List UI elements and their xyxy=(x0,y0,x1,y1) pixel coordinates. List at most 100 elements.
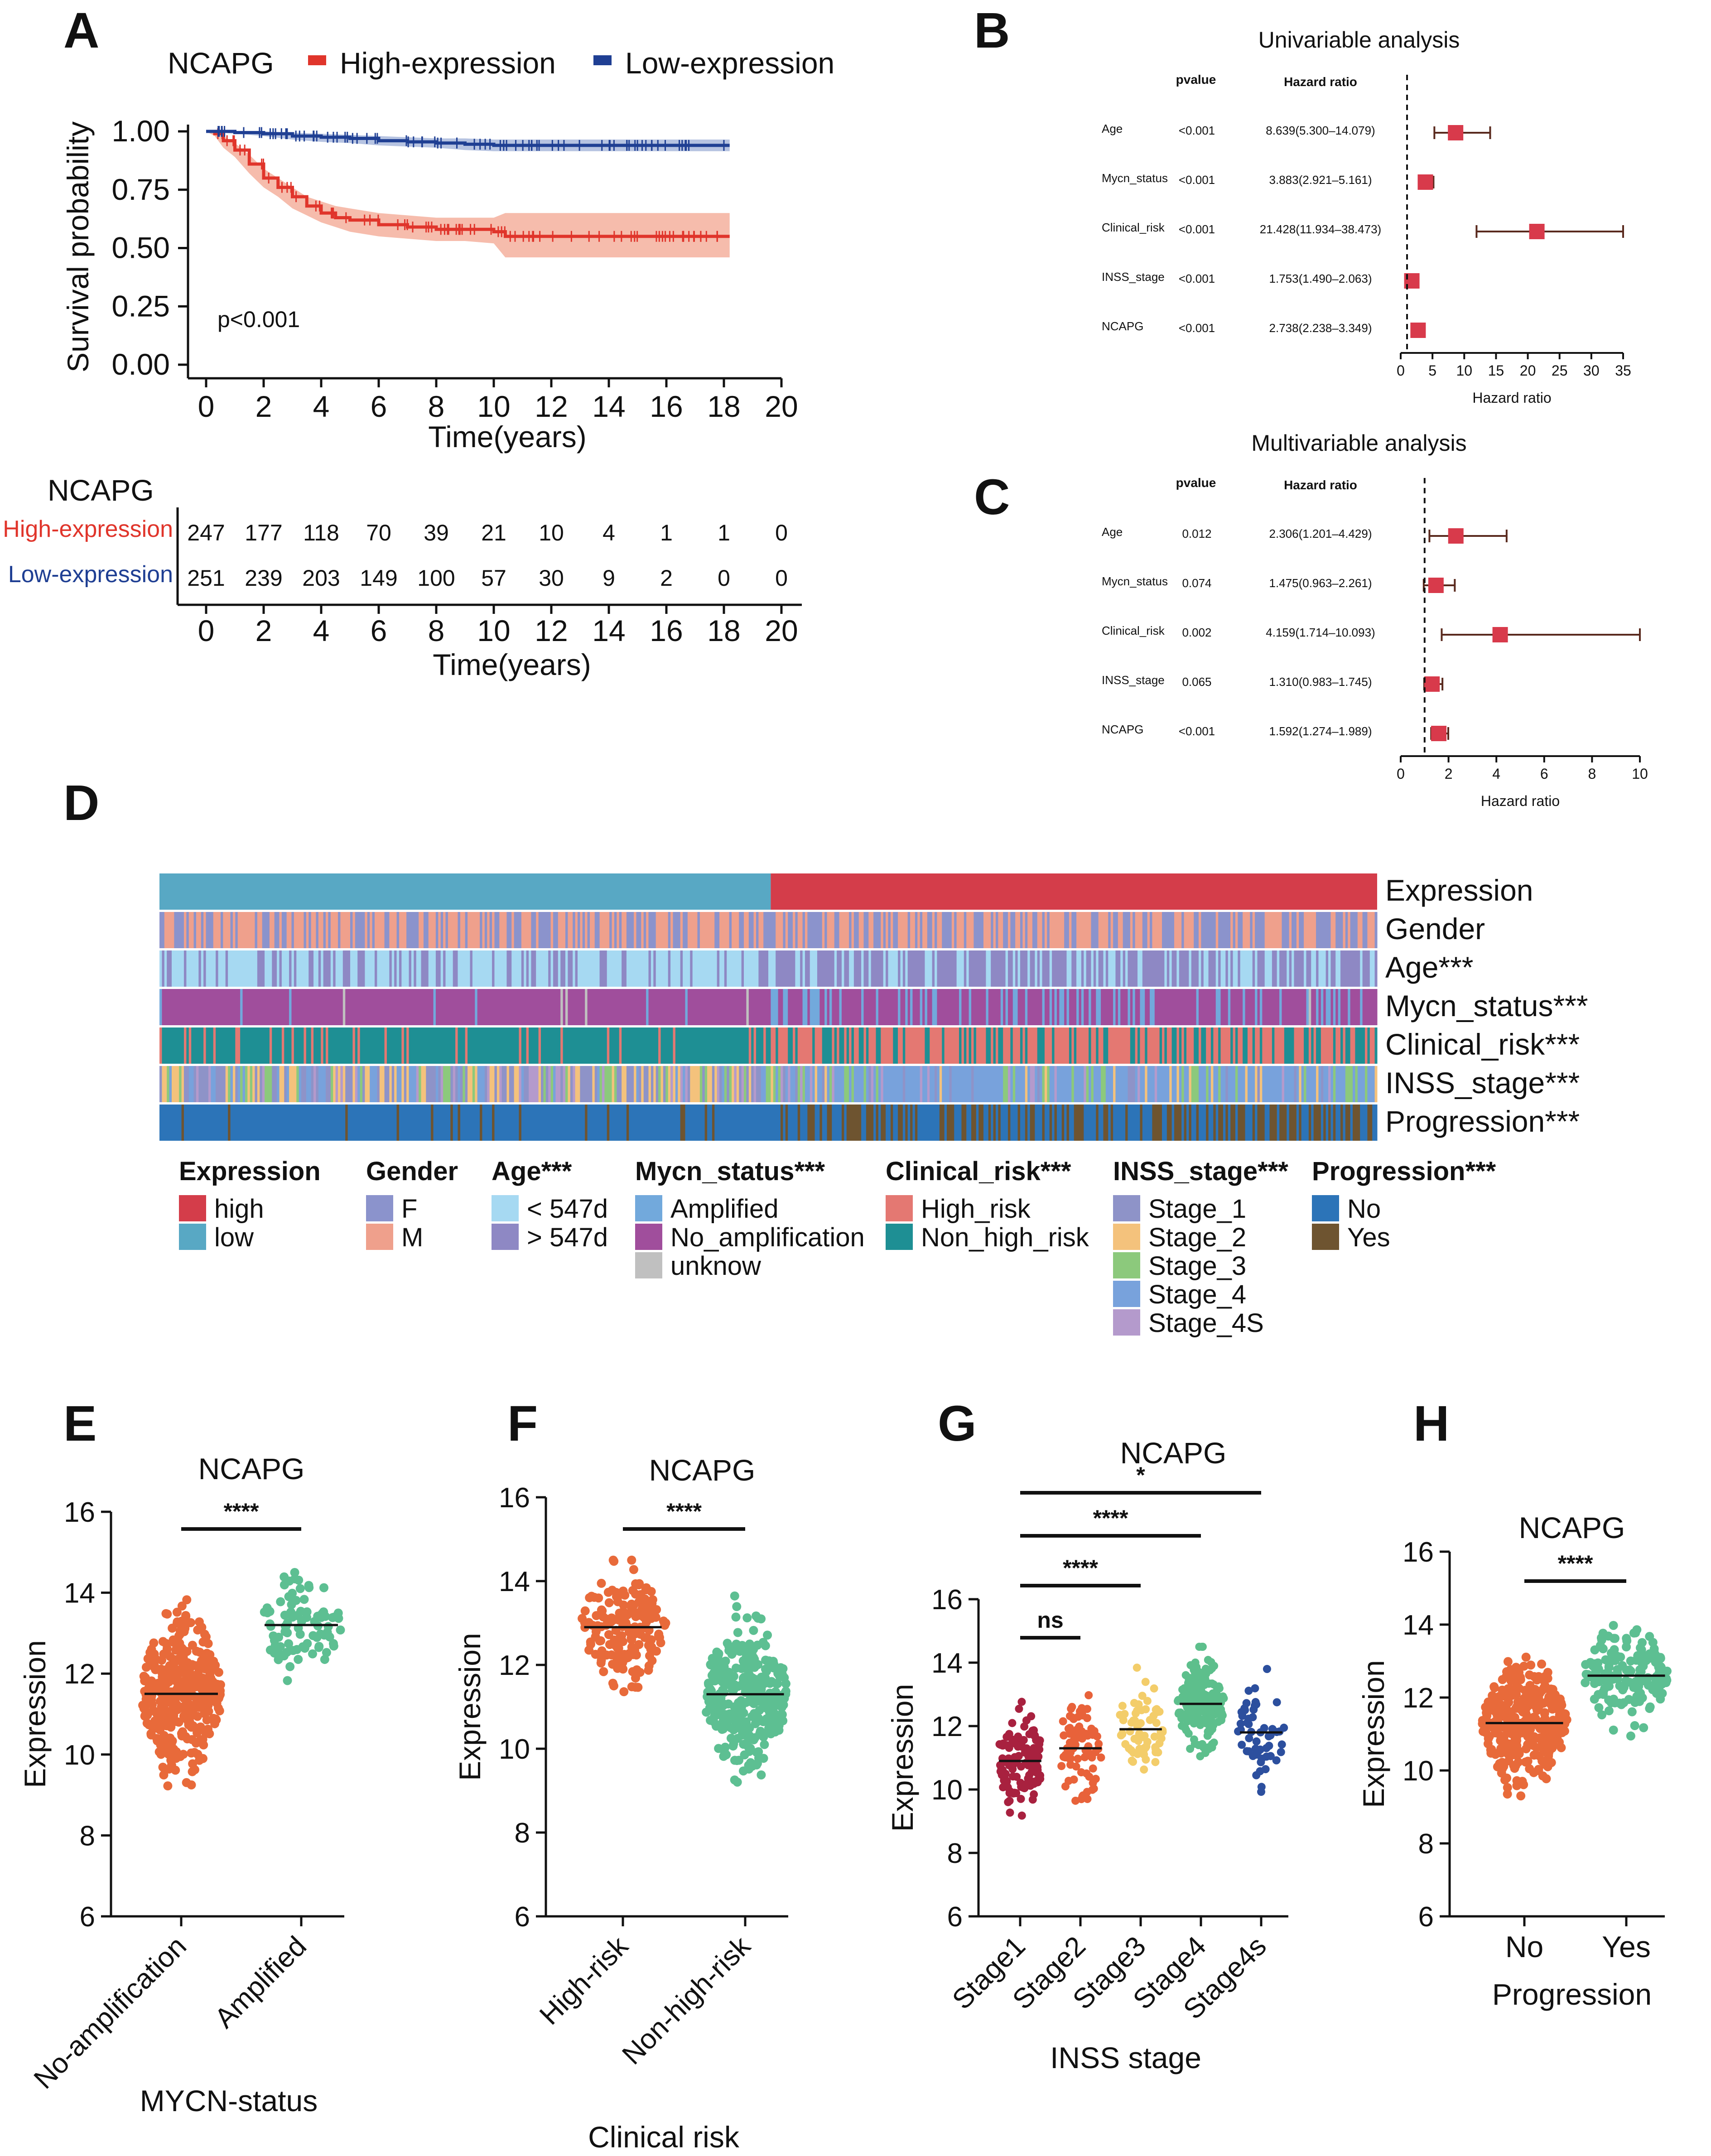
heatmap-cell xyxy=(1340,950,1360,987)
heatmap-cell xyxy=(1152,912,1162,948)
heatmap-cell xyxy=(1066,950,1072,987)
risk-x-tick-label: 12 xyxy=(535,614,568,647)
heatmap-cell xyxy=(1128,950,1138,987)
heatmap-cell xyxy=(622,912,627,948)
strip-dot xyxy=(714,1744,723,1753)
heatmap-cell xyxy=(729,1066,732,1102)
heatmap-cell xyxy=(1330,950,1336,987)
heatmap-cell xyxy=(983,1105,989,1141)
strip-dot xyxy=(1206,1666,1215,1674)
heatmap-cell xyxy=(655,950,669,987)
strip-dot xyxy=(1639,1723,1648,1732)
heatmap-cell xyxy=(778,989,783,1025)
heatmap-cell xyxy=(971,1027,974,1064)
heatmap-cell xyxy=(807,1105,815,1141)
heatmap-cell xyxy=(1304,1027,1309,1064)
heatmap-cell xyxy=(675,1066,678,1102)
heatmap-cell xyxy=(458,1105,461,1141)
heatmap-cell xyxy=(1020,912,1023,948)
heatmap-cell xyxy=(961,1105,967,1141)
heatmap-cell xyxy=(719,950,725,987)
heatmap-cell xyxy=(389,912,397,948)
heatmap-cell xyxy=(1150,912,1152,948)
significance-label: **** xyxy=(1558,1551,1593,1576)
heatmap-cell xyxy=(218,950,226,987)
strip-dot xyxy=(1177,1696,1186,1705)
strip-dot xyxy=(764,1664,773,1673)
legend-item-label: Stage_1 xyxy=(1148,1194,1246,1224)
strip-dot xyxy=(1135,1729,1144,1738)
strip-dot xyxy=(1609,1725,1618,1735)
heatmap-cell xyxy=(1279,989,1282,1025)
strip-dot xyxy=(1067,1704,1075,1713)
strip-dot xyxy=(322,1629,332,1638)
heatmap-cell xyxy=(878,1105,881,1141)
heatmap-cell xyxy=(1198,950,1201,987)
strip-dot xyxy=(299,1595,309,1604)
heatmap-cell xyxy=(1230,1027,1234,1064)
heatmap-cell xyxy=(304,1027,307,1064)
heatmap-cell xyxy=(822,1105,828,1141)
heatmap-cell xyxy=(1311,989,1316,1025)
strip-group-2 xyxy=(1116,1664,1167,1774)
heatmap-cell xyxy=(360,1027,385,1064)
km-y-label: Survival probability xyxy=(61,121,95,372)
heatmap-cell xyxy=(1321,1027,1334,1064)
strip-dot xyxy=(1645,1702,1655,1712)
heatmap-cell xyxy=(680,1105,685,1141)
heatmap-cell xyxy=(1311,950,1316,987)
heatmap-track-label: Gender xyxy=(1385,912,1485,945)
forest-row-label: Clinical_risk xyxy=(1102,221,1165,234)
heatmap-cell xyxy=(1005,989,1008,1025)
heatmap-cell xyxy=(807,989,810,1025)
strip-dot xyxy=(1011,1753,1019,1761)
km-pvalue: p<0.001 xyxy=(217,307,300,332)
heatmap-cell xyxy=(159,1105,182,1141)
heatmap-cell xyxy=(350,950,358,987)
heatmap-cell xyxy=(440,912,443,948)
heatmap-cell xyxy=(265,1066,272,1102)
heatmap-cell xyxy=(1194,1027,1199,1064)
heatmap-cell xyxy=(1362,989,1378,1025)
heatmap-cell xyxy=(1238,950,1241,987)
heatmap-cell xyxy=(974,912,984,948)
heatmap-cell xyxy=(687,1066,690,1102)
strip-dot xyxy=(1581,1678,1590,1688)
strip-dot xyxy=(329,1641,338,1651)
heatmap-cell xyxy=(660,1027,673,1064)
heatmap-cell xyxy=(827,989,830,1025)
heatmap-cell xyxy=(538,1027,541,1064)
heatmap-cell xyxy=(573,1066,576,1102)
heatmap-cell xyxy=(1113,1066,1116,1102)
heatmap-cell xyxy=(594,912,600,948)
heatmap-cell xyxy=(795,950,800,987)
heatmap-cell xyxy=(1105,1066,1113,1102)
strip-dot xyxy=(195,1736,204,1746)
heatmap-cell xyxy=(849,912,852,948)
strip-dot xyxy=(708,1671,718,1681)
heatmap-cell xyxy=(289,1066,297,1102)
heatmap-cell xyxy=(191,1027,204,1064)
heatmap-cell xyxy=(1166,950,1170,987)
heatmap-cell xyxy=(746,989,749,1025)
heatmap-cell xyxy=(1093,1066,1101,1102)
heatmap-cell xyxy=(876,1027,881,1064)
strip-dot xyxy=(162,1694,172,1703)
heatmap-track-label: Expression xyxy=(1385,873,1533,907)
heatmap-cell xyxy=(196,912,202,948)
legend-item-label: high xyxy=(214,1194,264,1224)
heatmap-cell xyxy=(213,1027,216,1064)
heatmap-cell xyxy=(1311,1027,1314,1064)
heatmap-cell xyxy=(922,912,928,948)
heatmap-cell xyxy=(744,1066,747,1102)
strip-dot xyxy=(732,1602,742,1611)
strip-dot xyxy=(1138,1692,1147,1700)
heatmap-cell xyxy=(1215,989,1221,1025)
legend-item-label: Yes xyxy=(1347,1223,1390,1252)
heatmap-cell xyxy=(969,989,972,1025)
legend-item-label: M xyxy=(401,1223,423,1252)
heatmap-cell xyxy=(1198,1027,1201,1064)
heatmap-cell xyxy=(206,912,214,948)
heatmap-cell xyxy=(756,912,759,948)
heatmap-cell xyxy=(868,1066,872,1102)
